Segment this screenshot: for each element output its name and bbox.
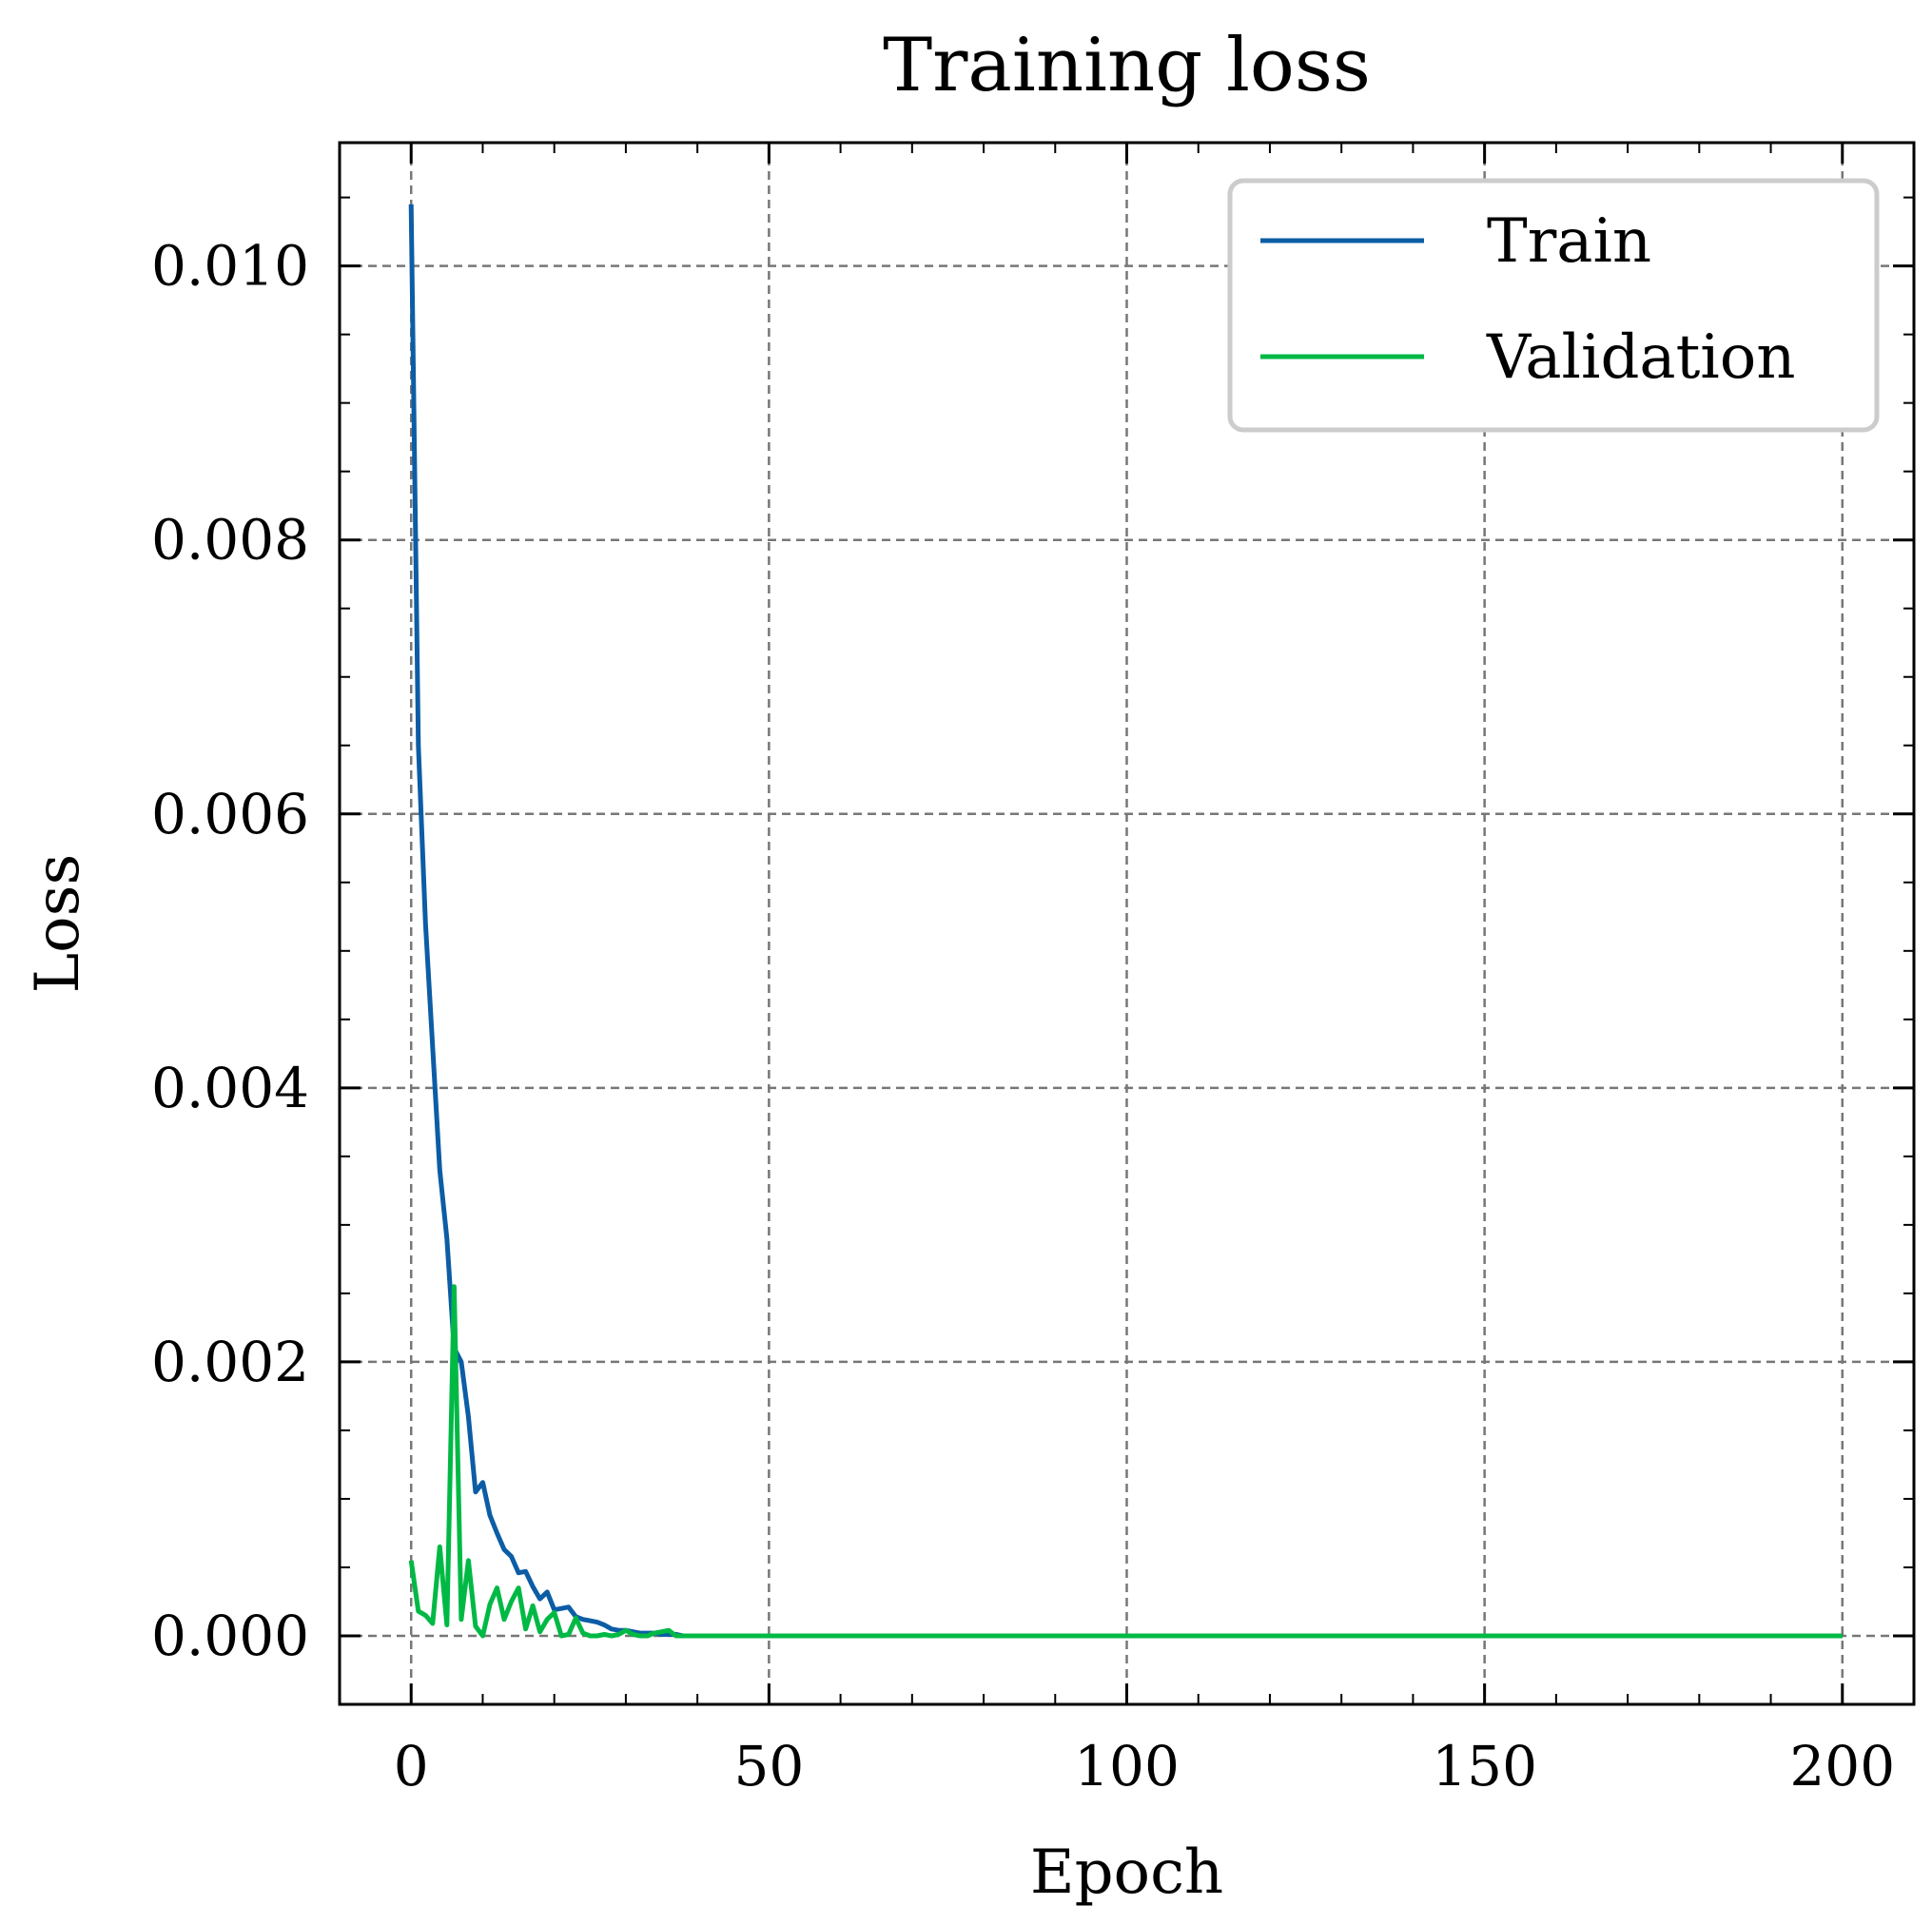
y-tick-label: 0.006 xyxy=(151,782,309,846)
chart-title: Training loss xyxy=(883,23,1371,108)
series-layer xyxy=(408,204,1843,1639)
y-tick-label: 0.010 xyxy=(151,234,309,299)
x-tick-label: 200 xyxy=(1789,1734,1895,1799)
x-tick-labels: 0 50 100 150 200 xyxy=(394,1734,1895,1799)
legend-label-validation: Validation xyxy=(1486,322,1796,393)
legend: Train Validation xyxy=(1227,178,1880,433)
y-axis-label: Loss xyxy=(23,854,93,994)
legend-label-train: Train xyxy=(1487,206,1651,277)
x-tick-label: 0 xyxy=(394,1734,429,1799)
y-tick-labels: 0.000 0.002 0.004 0.006 0.008 0.010 xyxy=(151,234,309,1668)
y-tick-label: 0.004 xyxy=(151,1056,309,1120)
x-tick-label: 100 xyxy=(1074,1734,1180,1799)
x-axis-label: Epoch xyxy=(1030,1838,1223,1908)
x-tick-label: 50 xyxy=(733,1734,804,1799)
tick-marks xyxy=(339,143,1915,1705)
y-tick-label: 0.002 xyxy=(151,1330,309,1394)
x-tick-label: 150 xyxy=(1432,1734,1537,1799)
y-tick-label: 0.008 xyxy=(151,508,309,573)
y-tick-label: 0.000 xyxy=(151,1604,309,1668)
series-line-validation xyxy=(408,1284,1843,1639)
